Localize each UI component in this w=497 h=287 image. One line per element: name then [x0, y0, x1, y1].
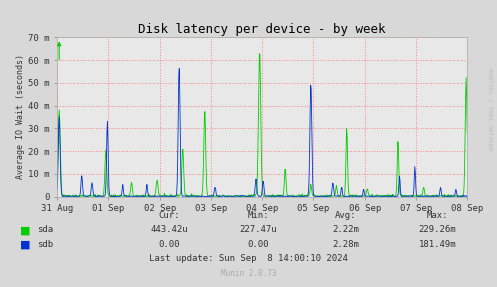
Text: 0.00: 0.00: [248, 240, 269, 249]
Text: 2.22m: 2.22m: [332, 225, 359, 234]
Text: Cur:: Cur:: [158, 211, 180, 220]
Text: 2.28m: 2.28m: [332, 240, 359, 249]
Text: 181.49m: 181.49m: [418, 240, 456, 249]
Text: 443.42u: 443.42u: [150, 225, 188, 234]
Text: Munin 2.0.73: Munin 2.0.73: [221, 269, 276, 278]
Text: sdb: sdb: [37, 240, 53, 249]
Text: RRDTOOL / TOBI OETIKER: RRDTOOL / TOBI OETIKER: [487, 68, 492, 150]
Text: 227.47u: 227.47u: [240, 225, 277, 234]
Y-axis label: Average IO Wait (seconds): Average IO Wait (seconds): [16, 55, 25, 179]
Text: ■: ■: [20, 225, 30, 235]
Text: 0.00: 0.00: [158, 240, 180, 249]
Text: sda: sda: [37, 225, 53, 234]
Title: Disk latency per device - by week: Disk latency per device - by week: [139, 23, 386, 36]
Text: 229.26m: 229.26m: [418, 225, 456, 234]
Text: ■: ■: [20, 240, 30, 250]
Text: Min:: Min:: [248, 211, 269, 220]
Text: Last update: Sun Sep  8 14:00:10 2024: Last update: Sun Sep 8 14:00:10 2024: [149, 254, 348, 263]
Text: Max:: Max:: [426, 211, 448, 220]
Text: Avg:: Avg:: [334, 211, 356, 220]
